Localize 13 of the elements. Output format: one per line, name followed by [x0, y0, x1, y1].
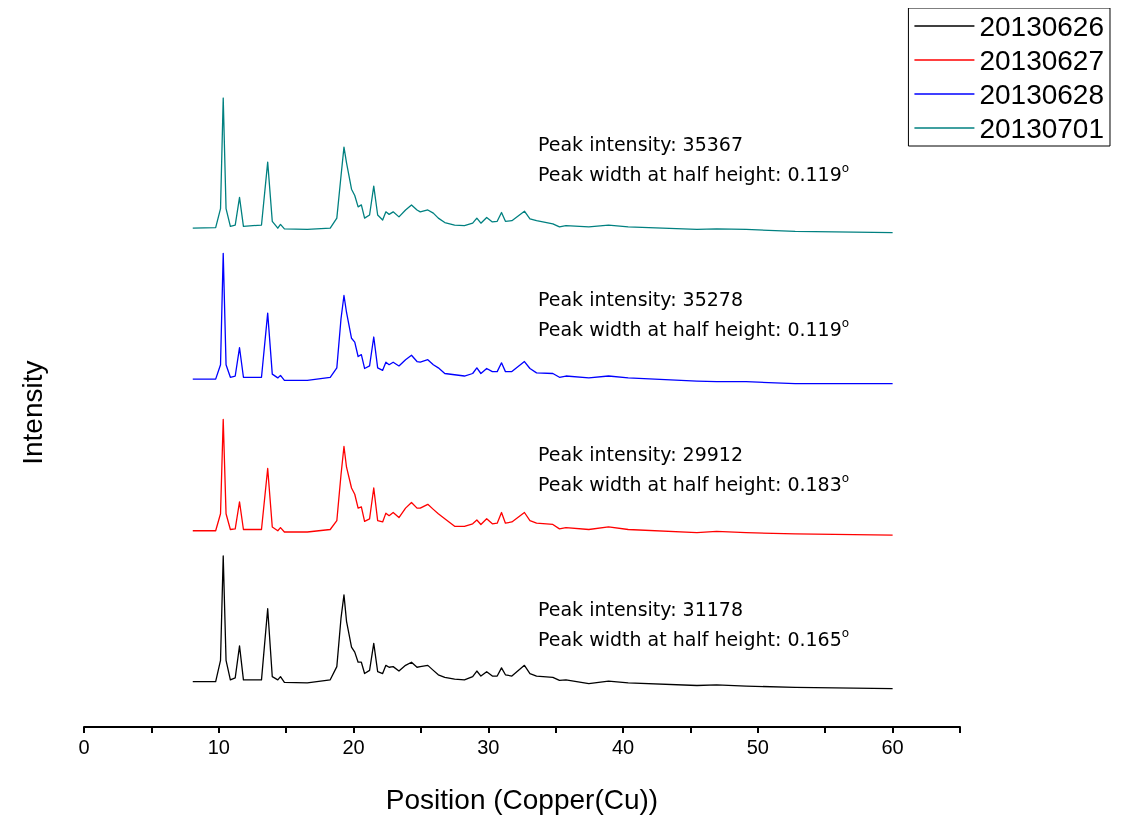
x-tick-label: 0 — [78, 736, 90, 758]
x-tick-label: 30 — [477, 736, 500, 758]
x-axis-title: Position (Copper(Cu)) — [385, 783, 659, 815]
x-tick-label: 50 — [746, 736, 769, 758]
x-tick-label: 60 — [881, 736, 904, 758]
legend-label: 20130628 — [979, 78, 1104, 110]
legend-label: 20130627 — [979, 44, 1104, 76]
y-axis-title: Intensity — [16, 360, 48, 465]
x-tick-label: 20 — [342, 736, 365, 758]
legend-label: 20130701 — [979, 112, 1104, 144]
x-tick-label: 40 — [611, 736, 635, 758]
x-tick-label: 10 — [207, 736, 230, 758]
legend-label: 20130626 — [979, 10, 1104, 42]
